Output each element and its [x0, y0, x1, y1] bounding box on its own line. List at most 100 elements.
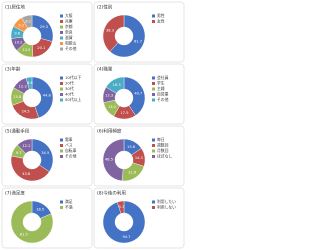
legend-label: 不満 — [65, 205, 73, 210]
donut-slice — [17, 138, 33, 154]
value-label: 13.8 — [13, 95, 22, 99]
value-label: 44.8 — [43, 94, 52, 98]
legend-label: 主婦 — [157, 86, 165, 91]
chart-title: (7)満足度 — [5, 190, 25, 197]
value-label: 24.5 — [22, 110, 30, 114]
legend-swatch — [152, 20, 155, 23]
legend-swatch — [152, 149, 155, 153]
legend-swatch — [152, 14, 155, 18]
legend-label: 和歌山 — [65, 41, 77, 46]
value-label: 34.5 — [41, 151, 49, 155]
chart-title: (6)利用頻度 — [97, 128, 122, 135]
legend-label: 30代 — [65, 86, 74, 91]
legend-swatch — [152, 144, 155, 147]
value-label: 12.3 — [105, 94, 113, 98]
legend-label: 滋賀 — [65, 35, 73, 40]
legend-swatch — [60, 87, 63, 91]
legend-swatch — [60, 98, 63, 102]
legend-label: 大阪 — [65, 13, 73, 18]
legend-label: 40代 — [65, 92, 74, 97]
legend-swatch — [60, 149, 63, 153]
value-label: 81.5 — [20, 233, 28, 237]
donut-slice — [105, 76, 125, 94]
value-label: 14.3 — [135, 156, 143, 160]
legend-label: 毎日 — [157, 137, 165, 142]
legend-swatch — [60, 25, 63, 29]
legend-swatch — [60, 200, 63, 204]
value-label: 20.1 — [37, 46, 45, 50]
legend-label: 女性 — [157, 19, 165, 24]
legend-label: 兵庫 — [65, 19, 73, 24]
legend-swatch — [60, 206, 63, 209]
value-label: 40.7 — [134, 92, 142, 96]
legend-swatch — [152, 87, 155, 91]
legend-label: 男性 — [157, 13, 165, 18]
legend-label: 利用しない — [157, 205, 176, 210]
legend-label: 自営業 — [157, 92, 169, 97]
value-label: 12.2 — [22, 144, 30, 148]
legend-swatch — [152, 206, 155, 209]
legend-swatch — [60, 82, 63, 85]
legend-label: ほぼなし — [157, 154, 172, 159]
value-label: 17.5 — [121, 111, 129, 115]
value-label: 5.3 — [119, 205, 125, 209]
donut-slice — [102, 14, 125, 52]
chart-title: (1)居住地 — [5, 4, 25, 11]
donut-slice — [109, 14, 146, 58]
legend-swatch — [60, 42, 63, 45]
chart-title: (4)職業 — [97, 66, 113, 73]
value-label: 9.7 — [16, 151, 22, 155]
legend-swatch — [60, 76, 63, 80]
legend-label: 会社員 — [157, 75, 169, 80]
legend-swatch — [152, 82, 155, 85]
legend-swatch — [60, 36, 63, 40]
value-label: 9.2 — [18, 24, 24, 28]
value-label: 15.6 — [127, 145, 136, 149]
legend-label: バス — [65, 143, 73, 148]
legend-swatch — [152, 98, 155, 102]
value-label: 61.7 — [134, 39, 142, 43]
legend-label: 自転車 — [65, 148, 77, 153]
donut-slice — [25, 76, 33, 90]
value-label: 13.2 — [108, 105, 116, 109]
legend-label: 利用したい — [157, 199, 176, 204]
chart-title: (3)年齢 — [5, 66, 21, 73]
value-label: 16.3 — [113, 83, 121, 87]
legend-swatch — [152, 200, 155, 204]
value-label: 9.6 — [14, 31, 20, 35]
legend-label: 10代以下 — [65, 75, 81, 80]
legend-label: 学生 — [157, 81, 165, 86]
legend-swatch — [60, 14, 63, 18]
value-label: 48.5 — [105, 157, 113, 161]
donut-slice — [102, 200, 146, 244]
page: (1)居住地 29.3 20.1 13.510.2 9.6 9.28.1 大阪兵庫京都奈良滋… — [1, 1, 185, 249]
legend-label: 電車 — [65, 137, 73, 142]
legend-swatch — [60, 155, 63, 158]
legend-label: 満足 — [65, 199, 73, 204]
legend-label: 週数回 — [157, 143, 169, 148]
legend-swatch — [152, 138, 155, 142]
chart-title: (2)性別 — [97, 4, 113, 11]
value-label: 29.3 — [40, 25, 48, 29]
value-label: 8.1 — [25, 19, 31, 23]
legend-swatch — [60, 144, 63, 147]
value-label: 43.6 — [22, 172, 31, 176]
legend-swatch — [60, 20, 63, 23]
donut-slice — [21, 14, 33, 29]
legend-label: その他 — [65, 154, 77, 159]
donut-slice — [116, 200, 125, 214]
chart-title: (5)通勤手段 — [5, 128, 30, 135]
legend-swatch — [152, 76, 155, 80]
legend-swatch — [60, 138, 63, 142]
value-label: 4.6 — [27, 81, 33, 85]
value-label: 38.3 — [106, 29, 114, 33]
value-label: 21.6 — [128, 171, 137, 175]
legend-label: 20代 — [65, 81, 74, 86]
legend-label: その他 — [65, 46, 77, 51]
donut-slice — [10, 155, 50, 182]
value-label: 18.5 — [36, 207, 44, 211]
legend-label: 50代以上 — [65, 97, 81, 102]
legend-swatch — [152, 155, 155, 158]
donut-slice — [31, 76, 54, 119]
legend-swatch — [60, 31, 63, 34]
